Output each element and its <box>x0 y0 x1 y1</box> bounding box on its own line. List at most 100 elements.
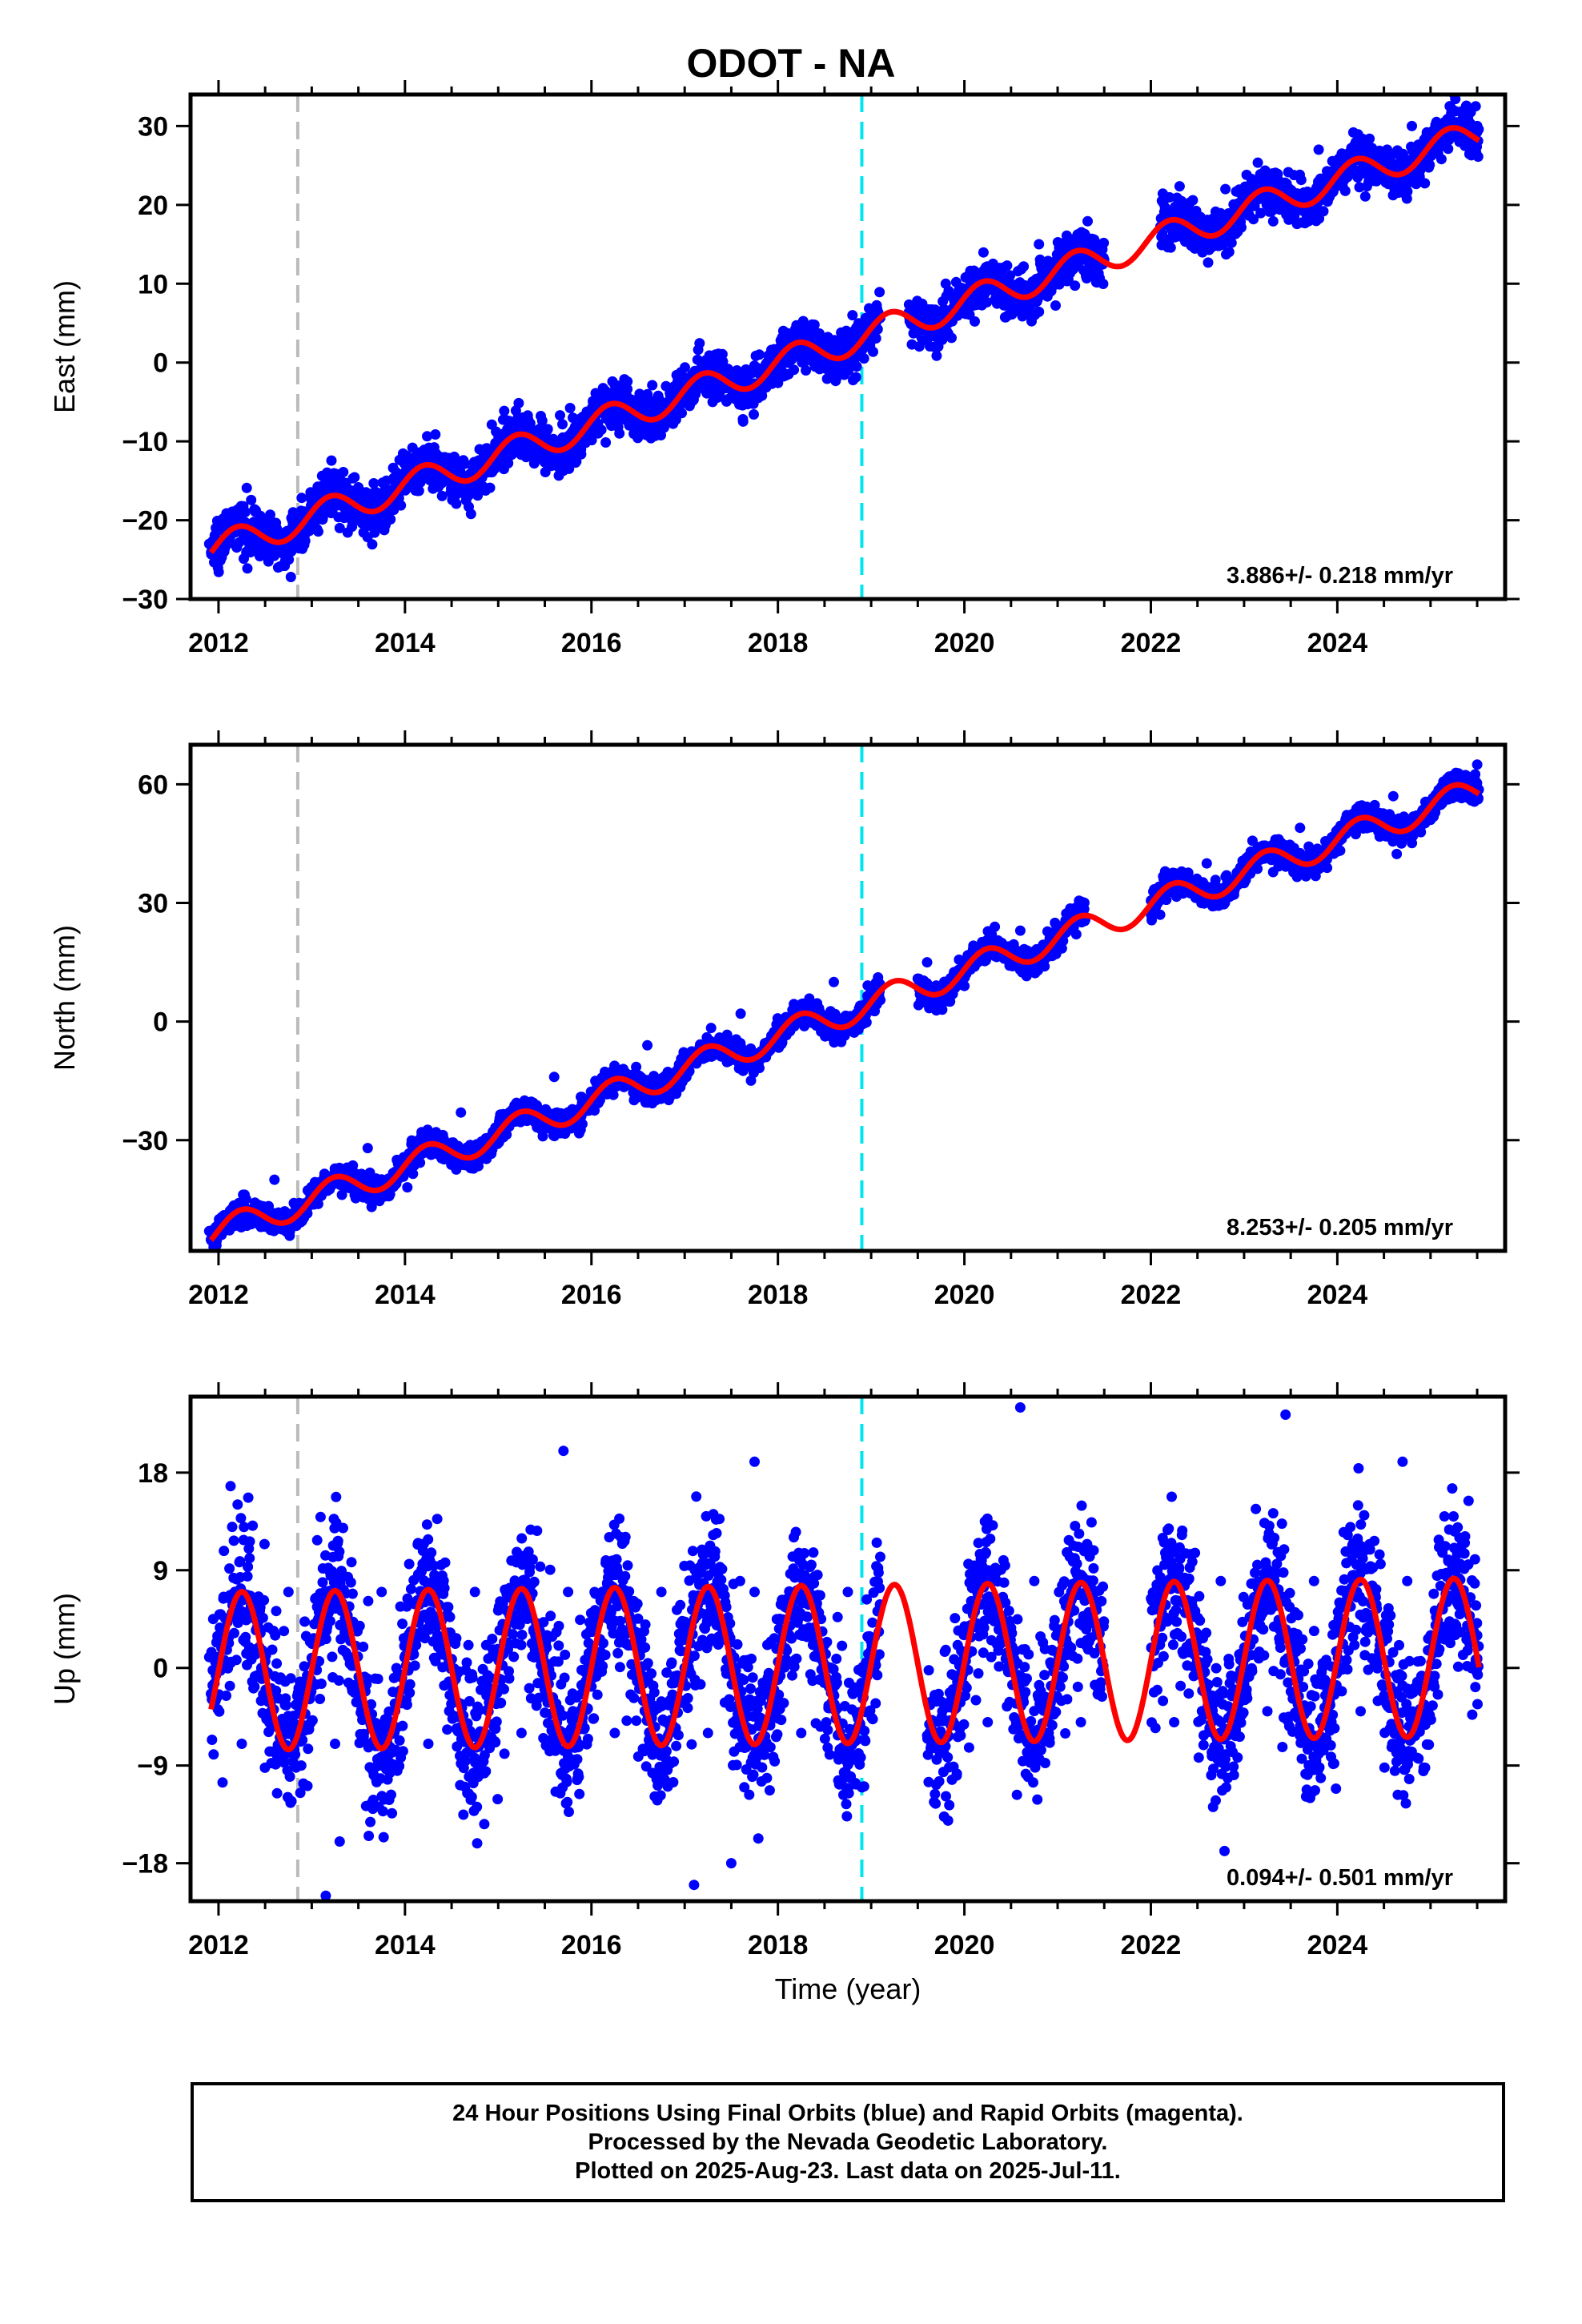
east-anchor-point <box>1173 207 1184 219</box>
east-anchor-point <box>847 310 858 321</box>
north-data-point <box>631 1061 642 1072</box>
east-data-point <box>338 467 349 477</box>
east-anchor-point <box>1313 144 1324 155</box>
east-anchor-point <box>661 380 672 392</box>
east-x-tick-label: 2018 <box>748 628 809 658</box>
east-data-point <box>313 526 323 537</box>
north-data-point <box>415 1157 426 1168</box>
east-data-point <box>1226 237 1237 248</box>
east-data-point <box>1402 186 1413 197</box>
east-data-point <box>858 353 869 364</box>
east-panel: 2012 2014 2016 2018 2020 2022 2024−30−20−10010… <box>48 80 1520 658</box>
east-data-point <box>368 478 379 489</box>
east-data-point <box>647 380 658 391</box>
east-data-point <box>749 409 759 420</box>
north-panel: 2012 2014 2016 2018 2020 2022 2024−3003060Nort… <box>48 730 1520 1310</box>
east-x-tick-label: 2022 <box>1121 628 1182 658</box>
east-anchor-point <box>474 444 485 455</box>
east-data-point <box>931 350 942 361</box>
east-data-point <box>982 296 993 308</box>
east-anchor-point <box>241 546 252 557</box>
east-data-point <box>1236 222 1247 233</box>
east-anchor-point <box>287 507 299 518</box>
east-y-tick-label: 30 <box>138 111 168 142</box>
figure-title: ODOT - NA <box>686 41 895 86</box>
east-data-point <box>465 509 476 520</box>
east-x-tick-label: 2016 <box>561 628 622 658</box>
east-data-point <box>385 514 396 525</box>
east-data-point <box>239 506 251 517</box>
east-data-point <box>564 463 575 474</box>
east-data-point <box>586 435 597 446</box>
east-data-point <box>234 537 245 548</box>
east-data-point <box>789 364 800 376</box>
east-data-point <box>396 500 407 511</box>
east-anchor-point <box>940 278 951 289</box>
east-anchor-point <box>707 396 718 408</box>
east-data-point <box>841 325 852 336</box>
east-data-point <box>1034 306 1045 317</box>
east-y-tick-label: 20 <box>138 191 168 221</box>
north-data-point <box>366 1201 377 1212</box>
east-data-point <box>349 472 360 483</box>
east-data-point <box>1295 175 1307 186</box>
east-data-point <box>484 482 496 493</box>
east-data-point <box>1187 195 1199 206</box>
east-anchor-point <box>334 522 345 533</box>
east-x-tick-label: 2014 <box>375 628 436 658</box>
east-data-point <box>1098 237 1110 248</box>
east-data-point <box>970 316 980 327</box>
east-data-point <box>1050 300 1061 311</box>
east-anchor-point <box>381 475 392 486</box>
east-data-point <box>1470 101 1481 112</box>
east-model-fit-line <box>208 125 1481 555</box>
east-data-point <box>1174 181 1185 192</box>
north-data-point <box>408 1168 419 1180</box>
east-data-point <box>870 333 881 344</box>
east-anchor-point <box>1407 120 1417 131</box>
east-data-point <box>460 458 471 469</box>
east-anchor-point <box>520 452 532 463</box>
east-anchor-point <box>428 483 439 494</box>
east-data-point <box>283 554 295 565</box>
east-data-point <box>1450 94 1461 105</box>
east-x-tick-label: 2012 <box>188 628 249 658</box>
east-y-tick-label: −10 <box>122 427 168 457</box>
east-data-point <box>242 563 253 574</box>
east-data-point <box>285 572 296 582</box>
east-data-point <box>1255 207 1267 219</box>
east-y-tick-label: −30 <box>122 585 168 615</box>
east-data-point <box>1002 260 1013 271</box>
east-data-point <box>513 397 524 408</box>
east-anchor-point <box>1472 120 1483 131</box>
east-x-tick-label: 2024 <box>1307 628 1368 658</box>
east-data-point <box>1435 154 1447 165</box>
east-data-point <box>1252 157 1263 168</box>
east-data-point <box>1359 191 1371 202</box>
east-data-point <box>850 372 861 383</box>
east-data-point <box>246 494 257 505</box>
east-data-point <box>1248 214 1259 225</box>
east-anchor-point <box>203 538 215 549</box>
east-anchor-point <box>1267 191 1278 203</box>
east-frame <box>188 92 1508 601</box>
east-data-point <box>851 361 862 372</box>
east-y-tick-label: −20 <box>122 506 168 537</box>
north-data-point <box>312 1198 323 1209</box>
east-data-point <box>1223 247 1235 258</box>
east-data-point <box>576 448 587 460</box>
east-y-axis-label: East (mm) <box>48 280 81 413</box>
east-data-point <box>1443 143 1454 155</box>
east-data-point <box>296 493 307 504</box>
east-data-point <box>564 403 576 413</box>
east-data-point <box>737 416 749 427</box>
north-data-point <box>240 1193 251 1204</box>
east-data-point <box>1070 280 1081 292</box>
east-data-point <box>1165 242 1176 253</box>
east-data-point <box>499 405 510 416</box>
east-data-point <box>874 287 885 298</box>
east-data-point <box>1424 159 1435 171</box>
east-data-point <box>1018 261 1030 272</box>
east-data-point <box>717 356 729 367</box>
east-data-point <box>536 415 548 426</box>
